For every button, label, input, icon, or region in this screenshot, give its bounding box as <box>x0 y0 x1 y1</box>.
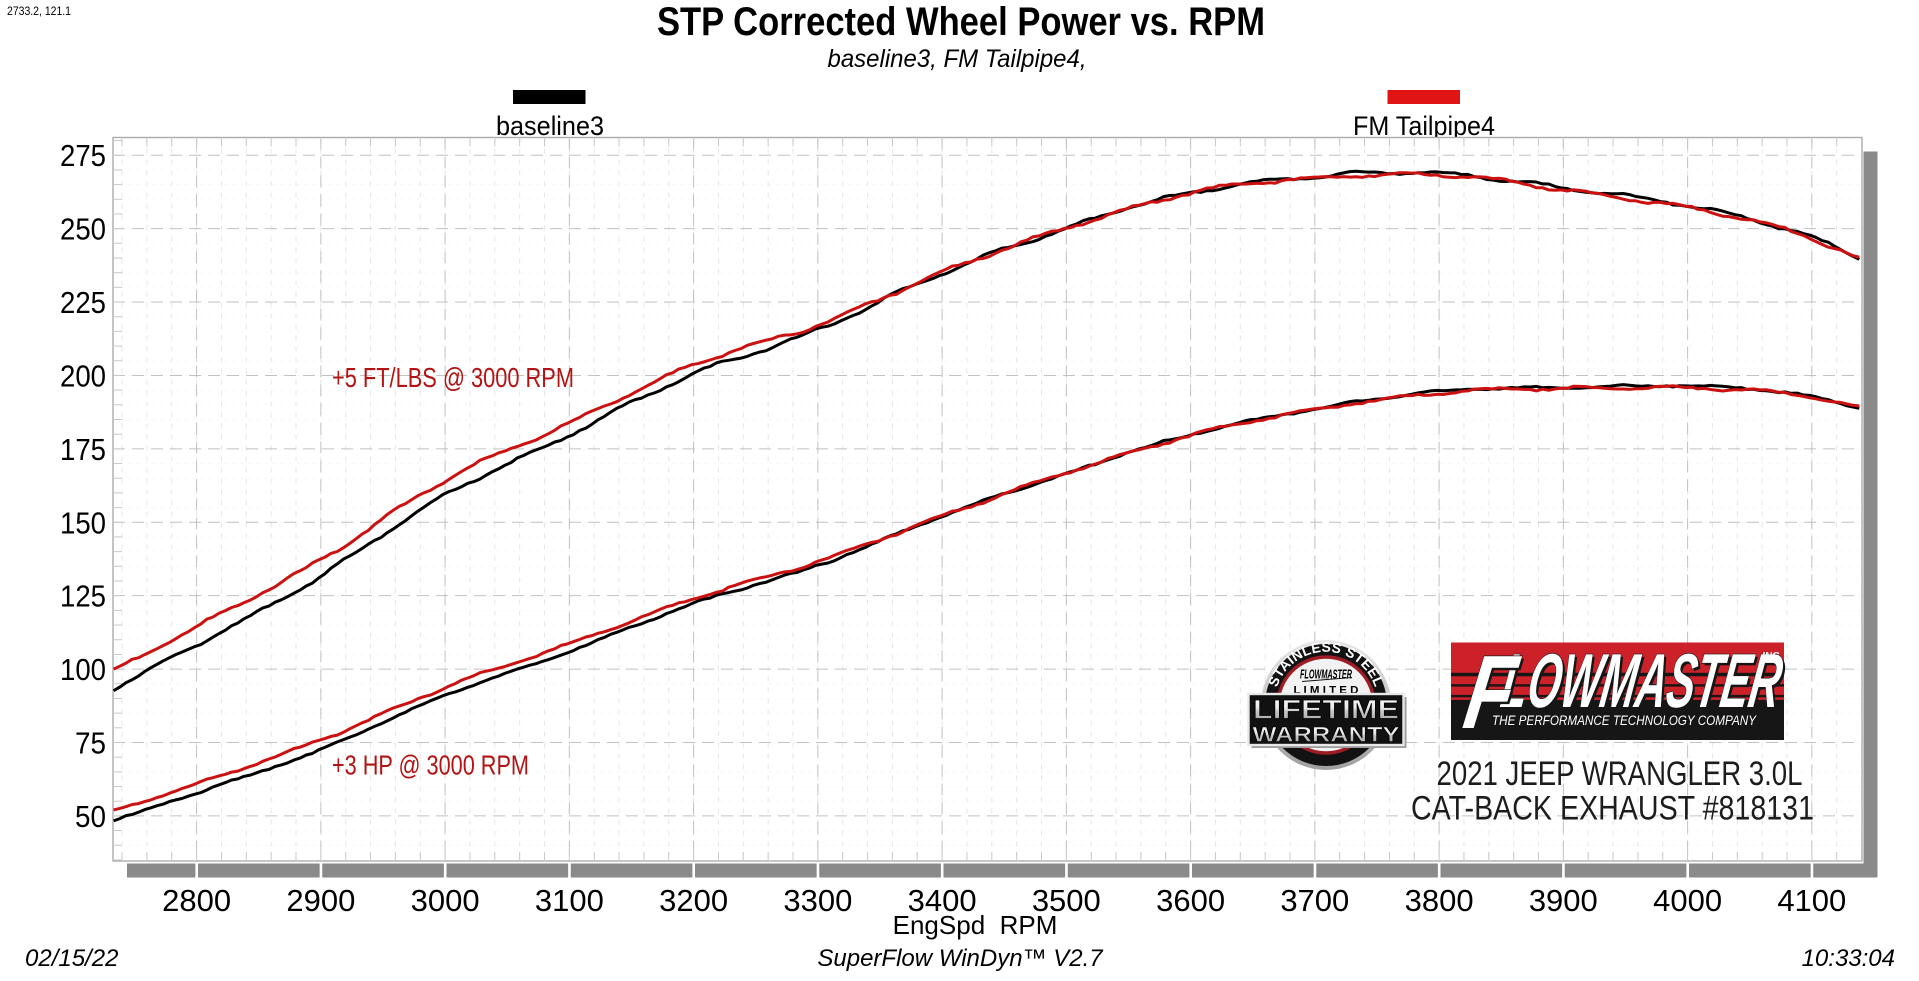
svg-text:225: 225 <box>60 285 106 320</box>
svg-text:2021 JEEP WRANGLER 3.0L: 2021 JEEP WRANGLER 3.0L <box>1437 755 1803 793</box>
svg-text:FM Tailpipe4: FM Tailpipe4 <box>1353 111 1495 141</box>
svg-text:10:33:04: 10:33:04 <box>1802 945 1895 972</box>
svg-text:150: 150 <box>60 505 106 540</box>
svg-text:3800: 3800 <box>1405 883 1474 918</box>
svg-text:3500: 3500 <box>1032 883 1101 918</box>
svg-text:2733.2, 121.1: 2733.2, 121.1 <box>7 6 71 18</box>
svg-text:LIFETIME: LIFETIME <box>1253 695 1399 725</box>
svg-text:4100: 4100 <box>1777 883 1846 918</box>
svg-text:INC.: INC. <box>1762 651 1782 662</box>
svg-text:125: 125 <box>60 579 106 614</box>
svg-text:3900: 3900 <box>1529 883 1598 918</box>
svg-text:275: 275 <box>60 138 106 173</box>
svg-text:STP Corrected Wheel Power vs.: STP Corrected Wheel Power vs. RPM <box>657 0 1265 44</box>
svg-text:3000: 3000 <box>411 883 480 918</box>
svg-text:200: 200 <box>60 358 106 393</box>
svg-text:baseline3: baseline3 <box>496 111 604 141</box>
svg-text:3100: 3100 <box>535 883 604 918</box>
svg-text:+3 HP @ 3000 RPM: +3 HP @ 3000 RPM <box>332 750 529 781</box>
svg-text:02/15/22: 02/15/22 <box>25 945 118 972</box>
svg-text:3300: 3300 <box>783 883 852 918</box>
svg-text:75: 75 <box>75 726 106 761</box>
svg-text:100: 100 <box>60 652 106 687</box>
svg-text:3600: 3600 <box>1156 883 1225 918</box>
svg-text:CAT-BACK EXHAUST #818131: CAT-BACK EXHAUST #818131 <box>1411 790 1814 828</box>
svg-text:3400: 3400 <box>908 883 977 918</box>
svg-text:baseline3, FM Tailpipe4,: baseline3, FM Tailpipe4, <box>828 45 1087 73</box>
svg-text:WARRANTY: WARRANTY <box>1253 723 1400 747</box>
svg-text:175: 175 <box>60 432 106 467</box>
svg-text:2800: 2800 <box>162 883 231 918</box>
svg-text:3700: 3700 <box>1280 883 1349 918</box>
svg-text:EngSpd RPM: EngSpd RPM <box>893 910 1058 940</box>
svg-text:LOWMASTER: LOWMASTER <box>1496 638 1787 723</box>
svg-text:SuperFlow WinDyn™ V2.7: SuperFlow WinDyn™ V2.7 <box>817 945 1104 972</box>
svg-text:50: 50 <box>75 799 106 834</box>
svg-text:4000: 4000 <box>1653 883 1722 918</box>
svg-text:3200: 3200 <box>659 883 728 918</box>
svg-text:250: 250 <box>60 212 106 247</box>
svg-text:LOWMASTER: LOWMASTER <box>1499 641 1790 726</box>
svg-text:+5 FT/LBS @ 3000 RPM: +5 FT/LBS @ 3000 RPM <box>332 362 574 393</box>
svg-text:2900: 2900 <box>286 883 355 918</box>
svg-text:THE PERFORMANCE TECHNOLOGY COM: THE PERFORMANCE TECHNOLOGY COMPANY <box>1492 713 1757 728</box>
